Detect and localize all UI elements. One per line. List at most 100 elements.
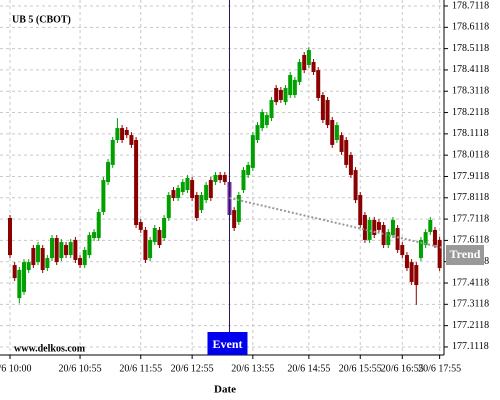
trend-line	[229, 196, 444, 250]
candle-body	[22, 262, 27, 292]
candle-body	[283, 88, 288, 103]
candle-body	[232, 210, 237, 229]
candle-body	[316, 70, 321, 99]
candle-body	[40, 248, 45, 270]
y-tick-label: 178.6118	[452, 22, 489, 33]
candle-body	[432, 229, 437, 246]
candle-body	[381, 225, 386, 246]
candle-body	[171, 190, 176, 198]
x-tick-label: 20/6 14:55	[287, 363, 330, 374]
grid	[0, 0, 444, 355]
candle-body	[409, 262, 414, 282]
candle-body	[106, 161, 111, 182]
candle-body	[386, 232, 391, 246]
candle-body	[176, 187, 181, 198]
candle-body	[260, 112, 265, 129]
x-tick-label: 20/6 16:55	[381, 363, 424, 374]
candle-body	[148, 239, 153, 259]
y-tick-label: 177.1118	[452, 341, 489, 352]
candle-body	[12, 265, 17, 279]
candle-body	[353, 170, 358, 201]
x-tick-label: 20/6 15:55	[339, 363, 382, 374]
candle-body	[218, 174, 223, 181]
candle-body	[152, 228, 157, 243]
candle-body	[208, 180, 213, 198]
candle-body	[288, 75, 293, 96]
chart-title: UB 5 (CBOT)	[12, 14, 71, 25]
candle-body	[64, 245, 69, 256]
candle-body	[31, 248, 36, 266]
candle-body	[390, 219, 395, 236]
candle-body	[423, 232, 428, 246]
candle-body	[87, 235, 92, 256]
candle-body	[110, 139, 115, 165]
candle-body	[292, 79, 297, 96]
candle-body	[325, 99, 330, 126]
x-axis-title: Date	[214, 384, 236, 396]
candle-body	[297, 62, 302, 83]
y-tick-label: 177.3118	[452, 299, 489, 310]
candle-body	[120, 128, 125, 140]
y-tick-label: 178.5118	[452, 43, 489, 54]
candle-body	[162, 217, 167, 239]
candle-body	[334, 125, 339, 140]
candle-body	[129, 135, 134, 145]
y-tick-label: 178.7118	[452, 0, 489, 11]
candle-body	[36, 245, 41, 263]
x-tick-label: 20/6 12:55	[171, 363, 214, 374]
candle-body	[428, 219, 433, 233]
candle-body	[199, 194, 204, 211]
candle-body	[400, 245, 405, 256]
candle-body	[250, 135, 255, 168]
candle-body	[222, 174, 227, 182]
candle-body	[166, 194, 171, 218]
candle-body	[180, 181, 185, 192]
candle-body	[358, 194, 363, 226]
x-tick-label: 20/6 11:55	[119, 363, 162, 374]
candle-body	[255, 125, 260, 140]
candle-body	[124, 129, 129, 136]
candle-body	[278, 89, 283, 100]
x-tick-label: 20/6 10:00	[0, 363, 32, 374]
candle-body	[362, 215, 367, 240]
event-box	[207, 332, 248, 355]
y-tick-label: 177.4118	[452, 277, 489, 288]
candle-body	[143, 229, 148, 260]
candle-body	[395, 228, 400, 250]
candle-body	[264, 115, 269, 126]
candle-body	[404, 255, 409, 269]
y-tick-label: 177.9118	[452, 171, 489, 182]
candle-body	[437, 239, 442, 269]
candle-body	[54, 238, 59, 263]
candle-body	[17, 269, 22, 299]
candle-body	[185, 177, 190, 191]
candle-body	[418, 239, 423, 259]
candle-body	[101, 180, 106, 213]
watermark: www.delkos.com	[14, 343, 86, 354]
candle-body	[344, 139, 349, 165]
candle-body	[246, 164, 251, 175]
y-tick-label: 178.3118	[452, 86, 489, 97]
candle-body	[311, 62, 316, 73]
candle-body	[26, 262, 31, 270]
x-tick-label: 20/6 13:55	[231, 363, 274, 374]
candle-body	[82, 249, 87, 266]
candle-body	[367, 219, 372, 240]
candle-body	[213, 174, 218, 182]
event-label: Event	[212, 337, 242, 351]
trend-label: Trend	[450, 247, 481, 261]
y-tick-label: 177.6118	[452, 235, 489, 246]
candle-body	[115, 128, 120, 140]
candle-body	[96, 212, 101, 239]
candle-body	[241, 170, 246, 191]
candle-body	[414, 265, 419, 286]
y-tick-label: 177.7118	[452, 213, 489, 224]
candle-body	[190, 180, 195, 198]
candle-body	[138, 222, 143, 230]
y-tick-label: 178.4118	[452, 64, 489, 75]
candle-body	[134, 139, 139, 226]
y-tick-label: 178.0118	[452, 149, 489, 160]
candle-body	[330, 119, 335, 145]
